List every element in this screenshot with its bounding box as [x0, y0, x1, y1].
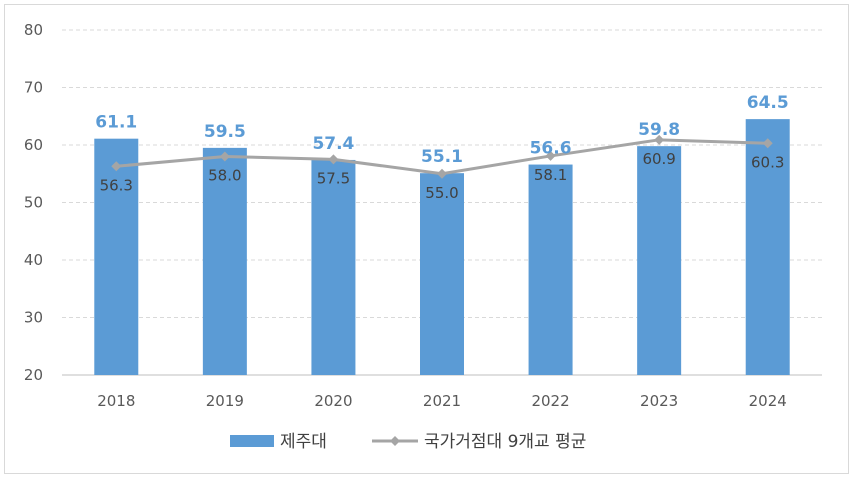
line-marker [437, 168, 447, 179]
x-tick-label: 2022 [531, 392, 569, 410]
bar [420, 173, 464, 375]
line-data-label: 57.5 [317, 169, 350, 187]
line-data-label: 58.1 [534, 166, 567, 184]
line-data-labels: 56.3 58.0 57.5 55.0 58.1 60.9 60.3 [100, 150, 785, 202]
y-tick-label: 80 [24, 21, 43, 39]
bar [311, 159, 356, 375]
line-data-label: 60.9 [642, 150, 675, 168]
line-data-label: 55.0 [425, 184, 458, 202]
line-data-label: 60.3 [751, 153, 784, 171]
x-tick-label: 2019 [206, 392, 244, 410]
line-marker [328, 154, 339, 165]
y-tick-label: 20 [24, 366, 43, 384]
bar-data-label: 57.4 [312, 134, 354, 154]
line-series [111, 134, 773, 179]
legend-swatch-bar [230, 435, 274, 447]
line-marker [654, 134, 665, 145]
x-tick-label: 2024 [749, 392, 787, 410]
y-tick-label: 60 [24, 136, 43, 154]
bar-data-label: 59.8 [638, 120, 680, 140]
x-tick-label: 2020 [314, 392, 352, 410]
y-axis-ticks: 20 30 40 50 60 70 80 [24, 21, 43, 384]
line-data-label: 56.3 [100, 176, 133, 194]
bar-series [94, 119, 790, 375]
bar-data-labels: 61.1 59.5 57.4 55.1 56.6 59.8 64.5 [95, 93, 788, 167]
bar-data-label: 59.5 [204, 122, 246, 142]
y-tick-label: 70 [24, 79, 43, 97]
legend-swatch-marker [390, 436, 400, 446]
line-marker [219, 151, 230, 162]
x-tick-label: 2021 [423, 392, 461, 410]
y-tick-label: 50 [24, 194, 43, 212]
x-tick-label: 2018 [97, 392, 135, 410]
bar [637, 146, 682, 375]
bar [94, 138, 139, 375]
x-tick-label: 2023 [640, 392, 678, 410]
bar-data-label: 64.5 [747, 93, 789, 113]
x-axis-ticks: 2018 2019 2020 2021 2022 2023 2024 [97, 392, 787, 410]
line-marker [111, 161, 122, 172]
bar-data-label: 61.1 [95, 113, 137, 133]
legend-label-bar: 제주대 [280, 432, 327, 452]
line-marker [545, 150, 556, 161]
bar [202, 147, 247, 375]
bar [745, 119, 790, 375]
line-marker [762, 138, 773, 149]
line-data-label: 58.0 [208, 167, 241, 185]
y-tick-label: 30 [24, 309, 43, 327]
bar-data-label: 55.1 [421, 147, 463, 167]
y-tick-label: 40 [24, 251, 43, 269]
legend: 제주대 국가거점대 9개교 평균 [230, 432, 586, 452]
bar [528, 164, 573, 375]
grid-lines [62, 29, 822, 376]
legend-label-line: 국가거점대 9개교 평균 [424, 432, 586, 452]
bar-data-label: 56.6 [530, 139, 572, 159]
